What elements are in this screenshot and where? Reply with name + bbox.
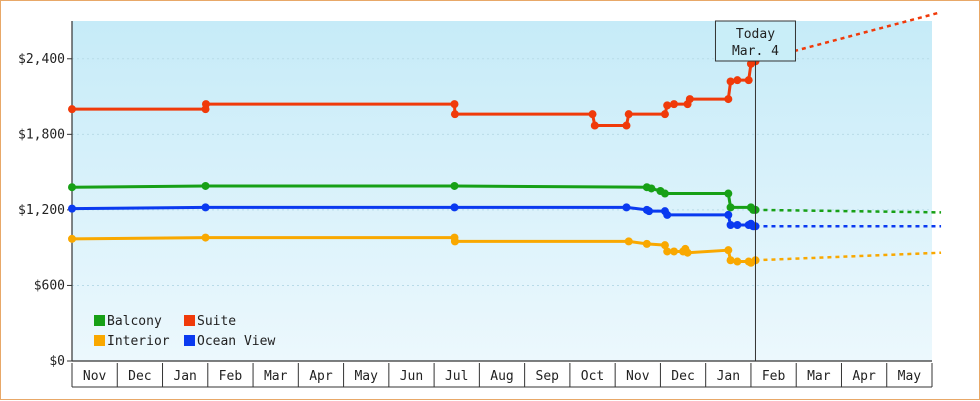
- legend: Balcony Suite Interior Ocean View: [94, 314, 275, 349]
- data-point: [663, 210, 672, 219]
- plot-background: [72, 21, 932, 361]
- x-tick-label: Feb: [762, 369, 786, 384]
- x-tick-label: Mar: [264, 369, 288, 384]
- data-point: [647, 184, 656, 193]
- data-point: [724, 210, 733, 219]
- data-point: [733, 257, 742, 266]
- x-tick-label: Feb: [219, 369, 243, 384]
- data-point: [450, 110, 459, 119]
- series-suite: [68, 10, 942, 130]
- x-tick-label: Nov: [626, 369, 650, 384]
- data-point: [590, 121, 599, 130]
- data-point: [68, 183, 76, 192]
- data-point: [663, 101, 672, 110]
- data-point: [624, 237, 633, 246]
- data-point: [201, 203, 210, 212]
- legend-label: Balcony: [107, 314, 162, 329]
- series-ocean-view: [68, 203, 942, 231]
- series-projection: [755, 251, 942, 262]
- data-point: [726, 77, 735, 86]
- data-point: [645, 207, 654, 216]
- data-point: [670, 247, 678, 256]
- data-point: [724, 189, 733, 198]
- today-callout: [714, 20, 796, 62]
- data-point: [685, 95, 694, 104]
- data-point: [450, 181, 459, 190]
- data-point: [724, 246, 733, 255]
- today-date: Mar. 4: [732, 44, 779, 59]
- x-tick-label: May: [354, 369, 378, 384]
- x-tick-label: Dec: [128, 369, 151, 384]
- data-point: [744, 76, 753, 85]
- x-tick-label: Jul: [445, 369, 468, 384]
- data-point: [660, 110, 669, 119]
- data-point: [642, 239, 651, 248]
- data-point: [660, 189, 669, 198]
- x-tick-label: Nov: [83, 369, 107, 384]
- data-point: [68, 204, 76, 213]
- y-tick-label: $2,400: [18, 52, 65, 67]
- legend-swatch: [184, 335, 195, 346]
- data-point: [670, 100, 678, 109]
- data-point: [733, 221, 742, 229]
- data-point: [726, 203, 735, 212]
- data-point: [726, 221, 735, 229]
- series-layer: [68, 10, 942, 267]
- x-tick-label: May: [898, 369, 922, 384]
- x-tick-label: Apr: [309, 369, 333, 384]
- data-point: [68, 234, 76, 243]
- y-axis: $0 $600 $1,200 $1,800 $2,400: [18, 21, 73, 369]
- data-point: [588, 110, 597, 119]
- data-point: [660, 241, 669, 250]
- data-point: [622, 121, 631, 130]
- data-point: [68, 105, 76, 114]
- today-label: Today: [736, 27, 775, 42]
- legend-swatch: [184, 315, 195, 326]
- data-point: [733, 76, 742, 85]
- data-point: [201, 100, 210, 109]
- x-tick-label: Aug: [490, 369, 513, 384]
- data-point: [663, 247, 672, 256]
- data-point: [683, 248, 692, 257]
- data-point: [726, 256, 735, 265]
- x-tick-label: Jan: [717, 369, 740, 384]
- data-point: [450, 237, 459, 246]
- legend-swatch: [94, 335, 105, 346]
- x-tick-label: Oct: [581, 369, 604, 384]
- data-point: [622, 203, 631, 212]
- legend-swatch: [94, 315, 105, 326]
- y-tick-label: $1,800: [18, 127, 65, 142]
- legend-label: Ocean View: [197, 334, 275, 349]
- legend-label: Interior: [107, 334, 170, 349]
- data-point: [450, 203, 459, 212]
- x-tick-label: Jun: [400, 369, 423, 384]
- x-tick-label: Sep: [536, 369, 560, 384]
- y-tick-label: $1,200: [18, 203, 65, 218]
- y-tick-label: $0: [49, 354, 65, 369]
- series-interior: [68, 233, 942, 267]
- x-axis: Nov Dec Jan Feb Mar Apr May Jun Jul Aug Sep Oct Nov D…: [71, 360, 933, 388]
- data-point: [201, 181, 210, 190]
- x-tick-label: Apr: [852, 369, 876, 384]
- data-point: [624, 110, 633, 119]
- x-tick-label: Mar: [807, 369, 831, 384]
- data-point: [724, 95, 733, 104]
- today-marker: Today Mar. 4: [714, 20, 796, 361]
- data-point: [201, 233, 210, 242]
- x-tick-label: Jan: [173, 369, 196, 384]
- data-point: [450, 100, 459, 109]
- series-projection: [755, 208, 942, 214]
- y-tick-label: $600: [34, 278, 65, 293]
- legend-label: Suite: [197, 314, 236, 329]
- x-tick-label: Dec: [671, 369, 694, 384]
